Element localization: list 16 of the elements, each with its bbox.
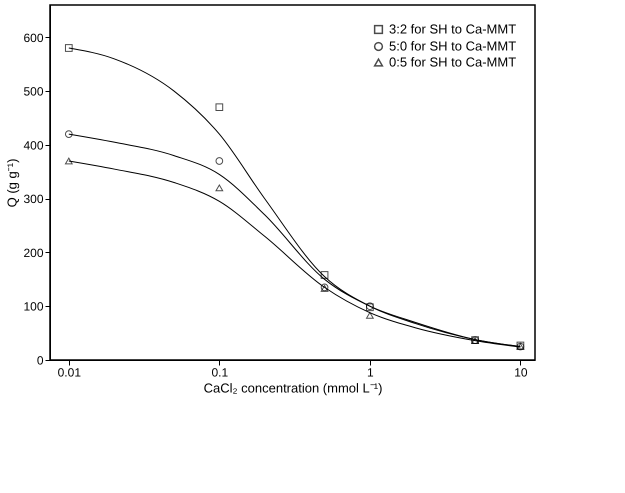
y-tick-label: 400 xyxy=(23,138,44,152)
legend-label: 0:5 for SH to Ca-MMT xyxy=(389,54,516,70)
legend-label: 5:0 for SH to Ca-MMT xyxy=(389,38,516,54)
x-tick-label: 0.1 xyxy=(212,366,229,380)
y-axis-title: Q (g g⁻¹) xyxy=(4,158,20,208)
y-tick-label: 0 xyxy=(36,354,44,368)
y-tick-label: 300 xyxy=(23,192,44,206)
x-tick-label: 0.01 xyxy=(58,366,82,380)
legend-label: 3:2 for SH to Ca-MMT xyxy=(389,22,516,36)
x-tick-label: 10 xyxy=(514,366,528,380)
y-tick-label: 100 xyxy=(23,300,44,314)
x-axis-title: CaCl₂ concentration (mmol L⁻¹) xyxy=(204,380,382,396)
y-tick-label: 600 xyxy=(23,30,44,45)
x-tick-label: 1 xyxy=(367,366,374,380)
y-tick-label: 500 xyxy=(23,84,44,99)
y-tick-label: 200 xyxy=(23,246,44,260)
